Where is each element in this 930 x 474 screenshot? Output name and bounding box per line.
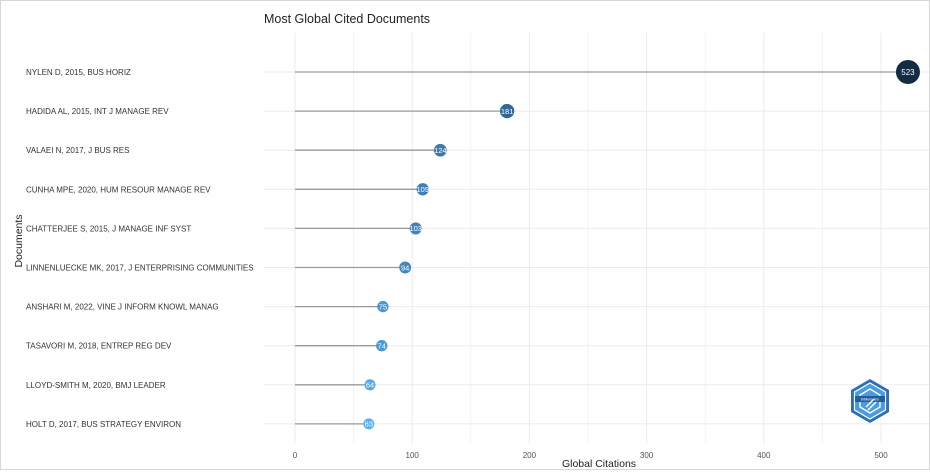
x-tick-label: 100 xyxy=(406,451,420,460)
lollipop-dot xyxy=(363,418,375,430)
lollipop-dots: 523 181 124 109 103 94 75 74 64 63 xyxy=(363,60,920,430)
lollipop-dot xyxy=(433,143,447,157)
document-label: ANSHARI M, 2022, VINE J INFORM KNOWL MAN… xyxy=(26,303,219,312)
x-tick-label: 300 xyxy=(640,451,654,460)
x-tick-label: 400 xyxy=(757,451,771,460)
x-axis-label: Global Citations xyxy=(562,458,636,469)
lollipop-dot xyxy=(409,222,422,235)
data-label: 75 xyxy=(379,302,387,311)
lollipop-dot xyxy=(499,103,515,119)
lollipop-dot xyxy=(376,340,388,352)
data-label: 181 xyxy=(501,107,514,116)
document-label: VALAEI N, 2017, J BUS RES xyxy=(26,146,129,155)
document-label: NYLEN D, 2015, BUS HORIZ xyxy=(26,68,131,77)
data-label: 103 xyxy=(409,224,422,233)
x-tick-label: 200 xyxy=(523,451,537,460)
data-label: 94 xyxy=(401,263,409,272)
data-label: 74 xyxy=(378,342,386,351)
x-tick-label: 500 xyxy=(874,451,888,460)
document-label: CUNHA MPE, 2020, HUM RESOUR MANAGE REV xyxy=(26,185,211,194)
document-label: HADIDA AL, 2015, INT J MANAGE REV xyxy=(26,107,169,116)
lollipop-dot xyxy=(416,183,429,196)
data-label: 124 xyxy=(434,146,447,155)
document-label: CHATTERJEE S, 2015, J MANAGE INF SYST xyxy=(26,224,191,233)
lollipop-dot xyxy=(399,261,412,274)
bibliometrix-logo-icon: bibliometrix xyxy=(851,379,889,423)
data-label: 64 xyxy=(366,381,374,390)
x-tick-label: 0 xyxy=(293,451,298,460)
logo-text: bibliometrix xyxy=(861,398,879,402)
document-label: LINNENLUECKE MK, 2017, J ENTERPRISING CO… xyxy=(26,264,254,273)
document-label: HOLT D, 2017, BUS STRATEGY ENVIRON xyxy=(26,420,181,429)
data-label: 63 xyxy=(365,420,373,429)
document-label: TASAVORI M, 2018, ENTREP REG DEV xyxy=(26,342,172,351)
grid-lines xyxy=(264,33,929,443)
data-label: 109 xyxy=(416,185,429,194)
document-label: LLOYD-SMITH M, 2020, BMJ LEADER xyxy=(26,381,166,390)
lollipop-dot xyxy=(377,300,389,313)
x-tick-labels: 0 100 200 300 400 500 xyxy=(293,451,888,460)
y-axis-label: Documents xyxy=(13,214,25,267)
lollipop-dot xyxy=(364,379,376,391)
document-labels: NYLEN D, 2015, BUS HORIZ HADIDA AL, 2015,… xyxy=(26,68,254,429)
lollipop-dot xyxy=(895,60,920,84)
chart-title: Most Global Cited Documents xyxy=(264,12,430,26)
data-label: 523 xyxy=(901,68,915,77)
lollipop-stems xyxy=(295,71,908,425)
